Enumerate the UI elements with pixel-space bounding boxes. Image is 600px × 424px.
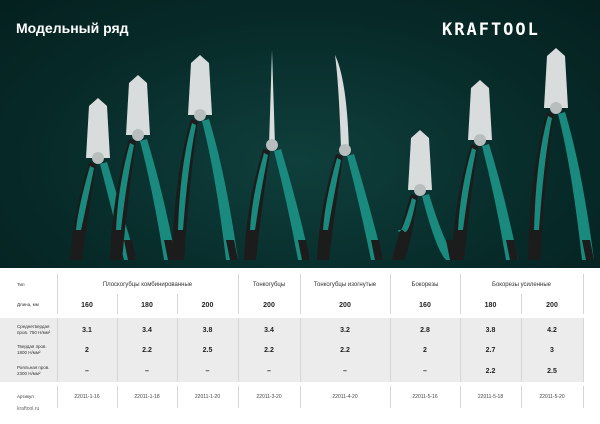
hard-cell: 2.7	[485, 346, 496, 354]
group-header: Бокорезы	[411, 282, 439, 288]
hard-cell: 2.2	[264, 346, 274, 354]
article-cell: 22011-1-18	[134, 394, 160, 400]
pliers-cut-6	[452, 80, 518, 260]
piano-cell: –	[205, 367, 210, 375]
article-cell: 22011-1-16	[74, 394, 100, 400]
divider	[390, 274, 391, 314]
article-cell: 22011-5-18	[477, 394, 504, 400]
row-label-medium: Среднетвердая пров. 750 Н/мм²	[17, 324, 51, 335]
divider	[238, 386, 239, 408]
group-header: Плоскогубцы комбинированные	[102, 282, 193, 288]
table-band	[0, 318, 583, 382]
divider	[390, 318, 391, 382]
piano-cell: 2.5	[547, 367, 557, 375]
row-label-piano: Рояльная пров. 2300 Н/мм²	[17, 365, 50, 376]
pliers-lineup	[70, 48, 594, 260]
medium-cell: 3.8	[485, 326, 496, 334]
length-cell: 200	[339, 301, 351, 309]
group-header: Бокорезы усиленные	[492, 282, 551, 288]
divider	[460, 386, 461, 408]
article-cell: 22011-5-20	[539, 394, 565, 400]
article-cell: 22011-5-16	[412, 394, 438, 400]
divider	[521, 318, 522, 382]
divider	[583, 318, 584, 382]
divider	[300, 274, 301, 314]
divider	[583, 274, 584, 314]
length-cell: 160	[419, 301, 431, 309]
piano-cell: –	[423, 367, 427, 375]
pliers-needle-3	[244, 50, 310, 260]
hard-cell: 2	[85, 346, 89, 354]
hard-cell: 2.2	[142, 346, 152, 354]
medium-cell: 4.2	[547, 326, 557, 334]
length-cell: 200	[263, 301, 275, 309]
footer-site: kraftool.ru	[17, 406, 40, 412]
length-cell: 200	[201, 301, 214, 309]
row-label-article: Артикул	[17, 394, 34, 400]
divider	[521, 294, 522, 314]
hard-cell: 2	[423, 346, 427, 354]
pliers-cut-7	[528, 48, 594, 260]
row-label-length: Длина, мм	[17, 302, 39, 308]
divider	[177, 386, 178, 408]
divider	[57, 274, 58, 314]
medium-cell: 3.1	[82, 326, 92, 334]
medium-cell: 3.8	[202, 326, 213, 334]
divider	[521, 386, 522, 408]
divider	[177, 318, 178, 382]
length-cell: 180	[141, 301, 153, 309]
hard-cell: 3	[550, 346, 554, 354]
divider	[117, 318, 118, 382]
length-cell: 200	[546, 301, 558, 309]
hero-banner: Модельный ряд KRAFTOOL	[0, 0, 600, 268]
group-header: Тонкогубцы изогнутые	[313, 282, 377, 288]
medium-cell: 3.2	[340, 326, 350, 334]
row-label-hard: Твердая пров. 1800 Н/мм²	[17, 344, 47, 355]
page-title: Модельный ряд	[16, 20, 129, 36]
divider	[57, 318, 58, 382]
pliers-comb-1	[110, 75, 176, 260]
hard-cell: 2.5	[202, 346, 213, 354]
divider	[238, 274, 239, 314]
pliers-bent-4	[317, 55, 383, 260]
piano-cell: 2.2	[485, 367, 496, 375]
divider	[300, 386, 301, 408]
divider	[117, 294, 118, 314]
divider	[460, 274, 461, 314]
article-cell: 22011-1-20	[194, 394, 221, 400]
medium-cell: 3.4	[264, 326, 274, 334]
row-label-type: Тип	[17, 282, 25, 288]
divider	[238, 318, 239, 382]
divider	[300, 318, 301, 382]
piano-cell: –	[267, 367, 271, 375]
divider	[57, 386, 58, 408]
group-header: Тонкогубцы	[252, 282, 286, 288]
medium-cell: 3.4	[142, 326, 152, 334]
pliers-cut-5	[392, 130, 458, 260]
piano-cell: –	[85, 367, 89, 375]
length-cell: 180	[484, 301, 497, 309]
piano-cell: –	[145, 367, 149, 375]
divider	[117, 386, 118, 408]
hard-cell: 2.2	[340, 346, 350, 354]
length-cell: 160	[81, 301, 93, 309]
pliers-comb-2	[172, 55, 238, 260]
medium-cell: 2.8	[420, 326, 430, 334]
article-cell: 22011-3-20	[256, 394, 282, 400]
kraftool-logo: KRAFTOOL	[442, 20, 540, 40]
divider	[583, 386, 584, 408]
divider	[390, 386, 391, 408]
divider	[177, 294, 178, 314]
article-cell: 22011-4-20	[332, 394, 358, 400]
divider	[460, 318, 461, 382]
piano-cell: –	[343, 367, 347, 375]
